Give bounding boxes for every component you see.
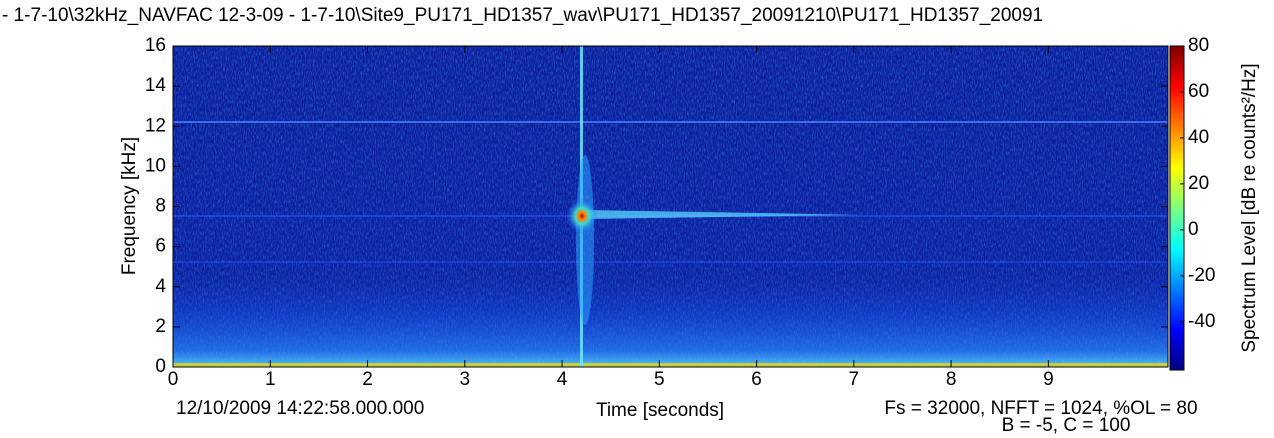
y-tick-label: 0	[155, 356, 166, 377]
colorbar-tick-label: 60	[1188, 81, 1209, 102]
y-tick-label: 4	[155, 276, 166, 297]
colorbar-label: Spectrum Level [dB re counts²/Hz]	[1239, 63, 1260, 352]
settings-line2: B = -5, C = 100	[1002, 415, 1131, 436]
y-tick-label: 8	[155, 196, 166, 217]
x-tick-label: 3	[459, 369, 470, 390]
start-time: 12/10/2009 14:22:58.000.000	[176, 398, 424, 419]
colorbar-tick-label: -20	[1188, 265, 1215, 286]
x-tick-label: 8	[946, 369, 957, 390]
x-tick-label: 4	[557, 369, 568, 390]
x-tick-label: 6	[751, 369, 762, 390]
colorbar-tick-label: 80	[1188, 35, 1209, 56]
colorbar-tick-label: 40	[1188, 127, 1209, 148]
y-tick-label: 10	[145, 155, 166, 176]
x-tick-label: 0	[168, 369, 179, 390]
y-axis-label: Frequency [kHz]	[119, 137, 140, 275]
x-tick-label: 7	[849, 369, 860, 390]
x-tick-label: 1	[265, 369, 276, 390]
spectrogram-image	[173, 46, 1168, 367]
x-axis-label: Time [seconds]	[596, 400, 724, 421]
settings-line1: Fs = 32000, NFFT = 1024, %OL = 80	[884, 398, 1197, 419]
y-tick-label: 16	[145, 35, 166, 56]
y-tick-label: 14	[145, 75, 167, 96]
y-tick-label: 6	[155, 236, 166, 257]
y-tick-label: 12	[145, 115, 166, 136]
colorbar-tick-label: 20	[1188, 173, 1209, 194]
colorbar	[1169, 45, 1185, 371]
y-tick-label: 2	[155, 316, 166, 337]
x-tick-label: 2	[362, 369, 373, 390]
chart-title: - 1-7-10\32kHz_NAVFAC 12-3-09 - 1-7-10\S…	[2, 5, 1043, 26]
x-tick-label: 5	[654, 369, 665, 390]
x-tick-label: 9	[1043, 369, 1054, 390]
colorbar-tick-label: -40	[1188, 311, 1215, 332]
colorbar-tick-label: 0	[1188, 219, 1199, 240]
